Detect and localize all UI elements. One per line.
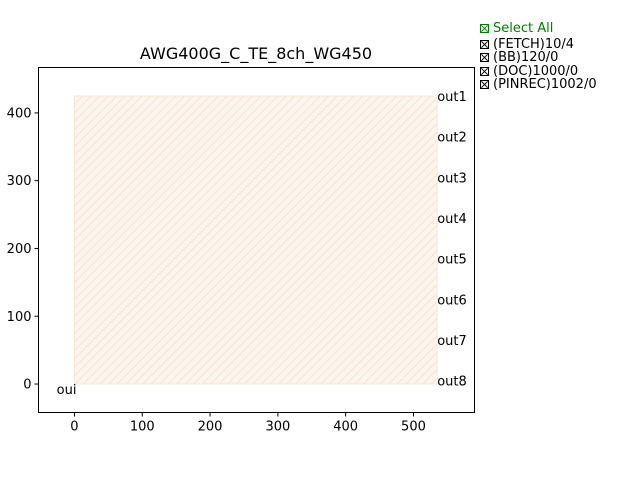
y-tick-label: 400	[7, 106, 32, 121]
y-tick-label: 200	[7, 242, 32, 257]
plot-frame	[38, 67, 475, 413]
port-label-out2: out2	[437, 131, 467, 146]
legend-item-label: (FETCH)10/4	[493, 36, 575, 52]
port-label-oui: oui	[57, 383, 77, 398]
port-label-out7: out7	[437, 334, 467, 349]
legend-select-all[interactable]: Select All	[480, 22, 597, 36]
legend-item-label: (BB)120/0	[493, 50, 559, 65]
y-tick-label: 0	[23, 378, 31, 393]
checkbox-icon[interactable]	[480, 24, 489, 34]
y-tick-label: 300	[7, 174, 32, 189]
x-tick-label: 200	[198, 420, 223, 435]
checkbox-icon[interactable]	[480, 39, 489, 49]
y-tick-label: 100	[7, 310, 32, 325]
x-tick-label: 400	[333, 420, 358, 435]
port-label-out5: out5	[437, 253, 467, 268]
legend-item-pinrec[interactable]: (PINREC)1002/0	[480, 78, 597, 92]
legend-item-doc[interactable]: (DOC)1000/0	[480, 63, 597, 79]
checkbox-icon[interactable]	[480, 80, 489, 90]
legend: Select All (FETCH)10/4 (BB)120/0 (DOC)10…	[480, 22, 597, 92]
port-label-out3: out3	[437, 171, 467, 186]
port-label-out1: out1	[437, 90, 467, 105]
checkbox-icon[interactable]	[480, 53, 489, 63]
legend-item-bb[interactable]: (BB)120/0	[480, 51, 597, 65]
checkbox-icon[interactable]	[480, 66, 489, 76]
port-label-out8: out8	[437, 375, 467, 390]
device-region	[73, 95, 438, 385]
legend-select-all-label: Select All	[493, 21, 554, 36]
legend-item-fetch[interactable]: (FETCH)10/4	[480, 36, 597, 52]
x-tick-label: 100	[130, 420, 155, 435]
port-label-out4: out4	[437, 212, 467, 227]
legend-item-label: (PINREC)1002/0	[493, 77, 597, 92]
x-tick-label: 0	[70, 420, 78, 435]
port-label-out6: out6	[437, 293, 467, 308]
x-tick-label: 300	[265, 420, 290, 435]
legend-item-label: (DOC)1000/0	[493, 63, 579, 79]
chart-title: AWG400G_C_TE_8ch_WG450	[140, 44, 372, 64]
x-tick-label: 500	[401, 420, 426, 435]
